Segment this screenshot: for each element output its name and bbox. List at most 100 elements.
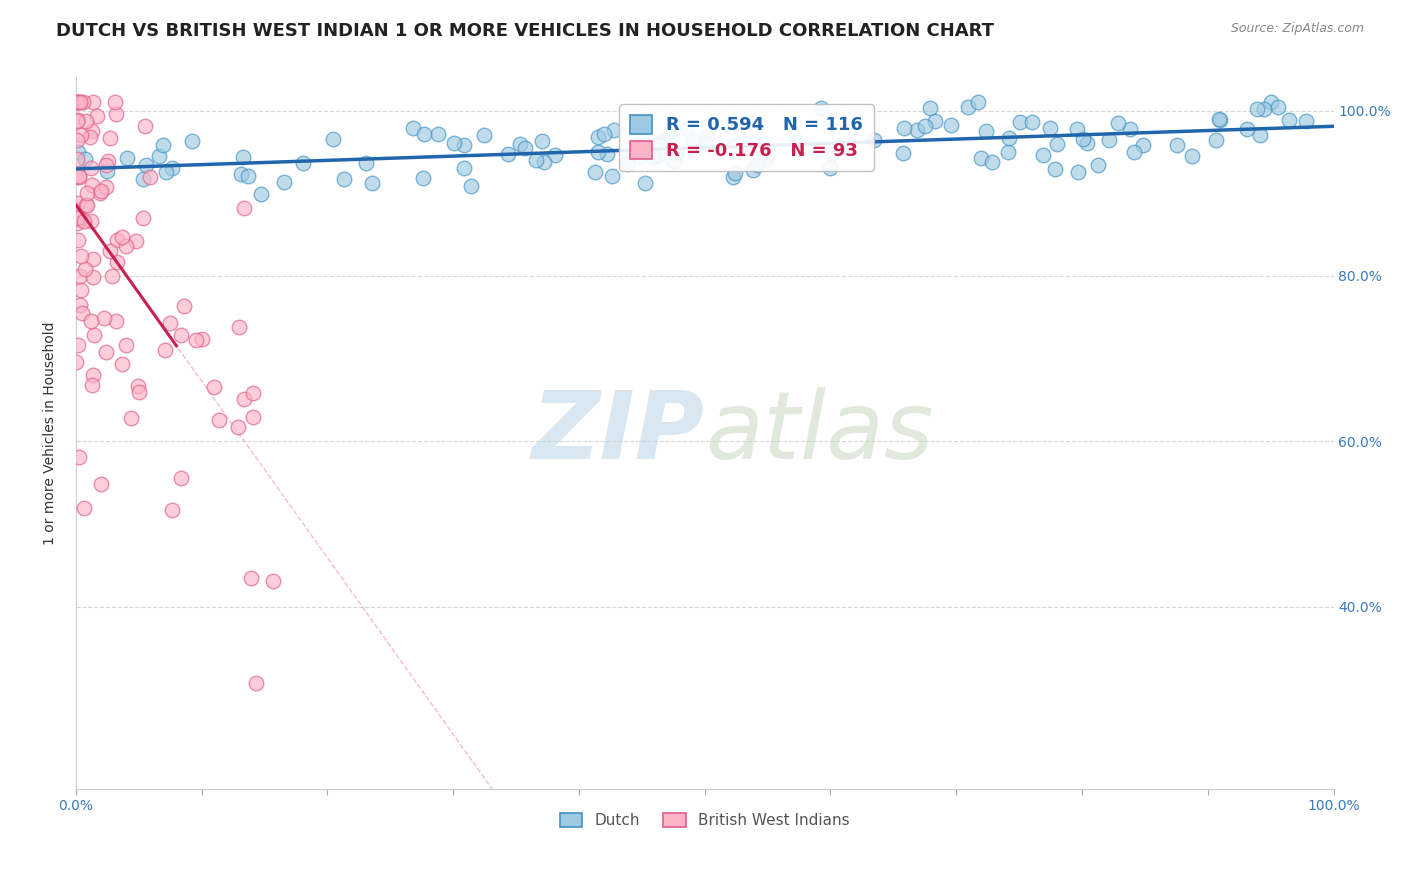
Point bbox=[586, 129, 609, 144]
Point bbox=[998, 131, 1021, 145]
Point bbox=[70, 128, 93, 142]
Point bbox=[600, 169, 623, 184]
Point bbox=[67, 196, 90, 211]
Point bbox=[427, 128, 450, 142]
Point bbox=[89, 186, 111, 200]
Point bbox=[924, 114, 946, 128]
Point bbox=[862, 133, 884, 147]
Point bbox=[82, 252, 104, 266]
Point bbox=[138, 169, 160, 184]
Point bbox=[66, 113, 89, 128]
Point bbox=[127, 379, 149, 393]
Point bbox=[75, 261, 97, 276]
Point bbox=[76, 186, 98, 200]
Point bbox=[83, 327, 105, 342]
Point bbox=[66, 95, 89, 110]
Point bbox=[1039, 121, 1062, 136]
Point bbox=[242, 386, 264, 401]
Point bbox=[132, 211, 155, 225]
Point bbox=[603, 123, 626, 137]
Point bbox=[652, 133, 675, 147]
Text: Source: ZipAtlas.com: Source: ZipAtlas.com bbox=[1230, 22, 1364, 36]
Point bbox=[208, 413, 231, 427]
Point bbox=[67, 169, 90, 184]
Point bbox=[125, 234, 148, 248]
Point bbox=[67, 95, 90, 110]
Text: atlas: atlas bbox=[704, 387, 934, 478]
Point bbox=[755, 153, 778, 167]
Point bbox=[82, 368, 104, 383]
Point bbox=[66, 152, 89, 166]
Point bbox=[1066, 122, 1088, 136]
Point bbox=[76, 113, 98, 128]
Point bbox=[250, 186, 273, 201]
Point bbox=[1295, 113, 1317, 128]
Point bbox=[65, 355, 87, 369]
Point bbox=[1046, 136, 1069, 151]
Point bbox=[69, 211, 91, 225]
Point bbox=[186, 333, 208, 347]
Point bbox=[115, 338, 138, 352]
Point bbox=[616, 156, 638, 170]
Point bbox=[974, 123, 997, 137]
Point bbox=[69, 268, 91, 283]
Point bbox=[957, 100, 980, 114]
Point bbox=[111, 357, 134, 371]
Point bbox=[830, 140, 852, 154]
Point bbox=[105, 233, 128, 247]
Point bbox=[76, 198, 98, 212]
Point bbox=[664, 154, 686, 169]
Point bbox=[229, 167, 252, 181]
Point bbox=[969, 151, 991, 165]
Point bbox=[96, 164, 118, 178]
Point bbox=[105, 313, 128, 327]
Point bbox=[1118, 122, 1140, 136]
Point bbox=[66, 211, 89, 226]
Point bbox=[596, 146, 619, 161]
Point bbox=[69, 95, 91, 110]
Point bbox=[70, 284, 93, 298]
Point bbox=[402, 121, 425, 136]
Point bbox=[647, 148, 669, 162]
Point bbox=[513, 141, 536, 155]
Point bbox=[665, 146, 688, 161]
Point bbox=[1208, 112, 1230, 126]
Point bbox=[1043, 161, 1066, 176]
Point bbox=[1209, 113, 1232, 128]
Legend: Dutch, British West Indians: Dutch, British West Indians bbox=[554, 807, 856, 834]
Point bbox=[1253, 102, 1275, 116]
Point bbox=[721, 115, 744, 129]
Point bbox=[1132, 138, 1154, 153]
Point bbox=[893, 121, 915, 136]
Point bbox=[273, 175, 295, 189]
Point bbox=[1087, 158, 1109, 172]
Point bbox=[135, 158, 157, 172]
Point bbox=[1123, 145, 1146, 160]
Point bbox=[1076, 136, 1098, 150]
Point bbox=[643, 150, 665, 164]
Point bbox=[1236, 122, 1258, 136]
Point bbox=[236, 169, 259, 184]
Point bbox=[524, 153, 547, 168]
Point bbox=[73, 500, 96, 515]
Point bbox=[891, 145, 914, 160]
Point bbox=[97, 153, 120, 168]
Point bbox=[262, 574, 284, 589]
Point bbox=[115, 151, 138, 165]
Point bbox=[443, 136, 465, 150]
Point bbox=[70, 306, 93, 320]
Point bbox=[134, 119, 156, 133]
Point bbox=[232, 201, 254, 215]
Point bbox=[1205, 133, 1227, 147]
Y-axis label: 1 or more Vehicles in Household: 1 or more Vehicles in Household bbox=[44, 321, 58, 545]
Point bbox=[693, 136, 716, 150]
Point bbox=[79, 130, 101, 145]
Point bbox=[82, 95, 104, 110]
Point bbox=[153, 343, 176, 358]
Point bbox=[1267, 100, 1289, 114]
Point bbox=[73, 152, 96, 166]
Point bbox=[82, 270, 104, 285]
Point bbox=[544, 148, 567, 162]
Point bbox=[93, 310, 115, 325]
Point bbox=[333, 171, 356, 186]
